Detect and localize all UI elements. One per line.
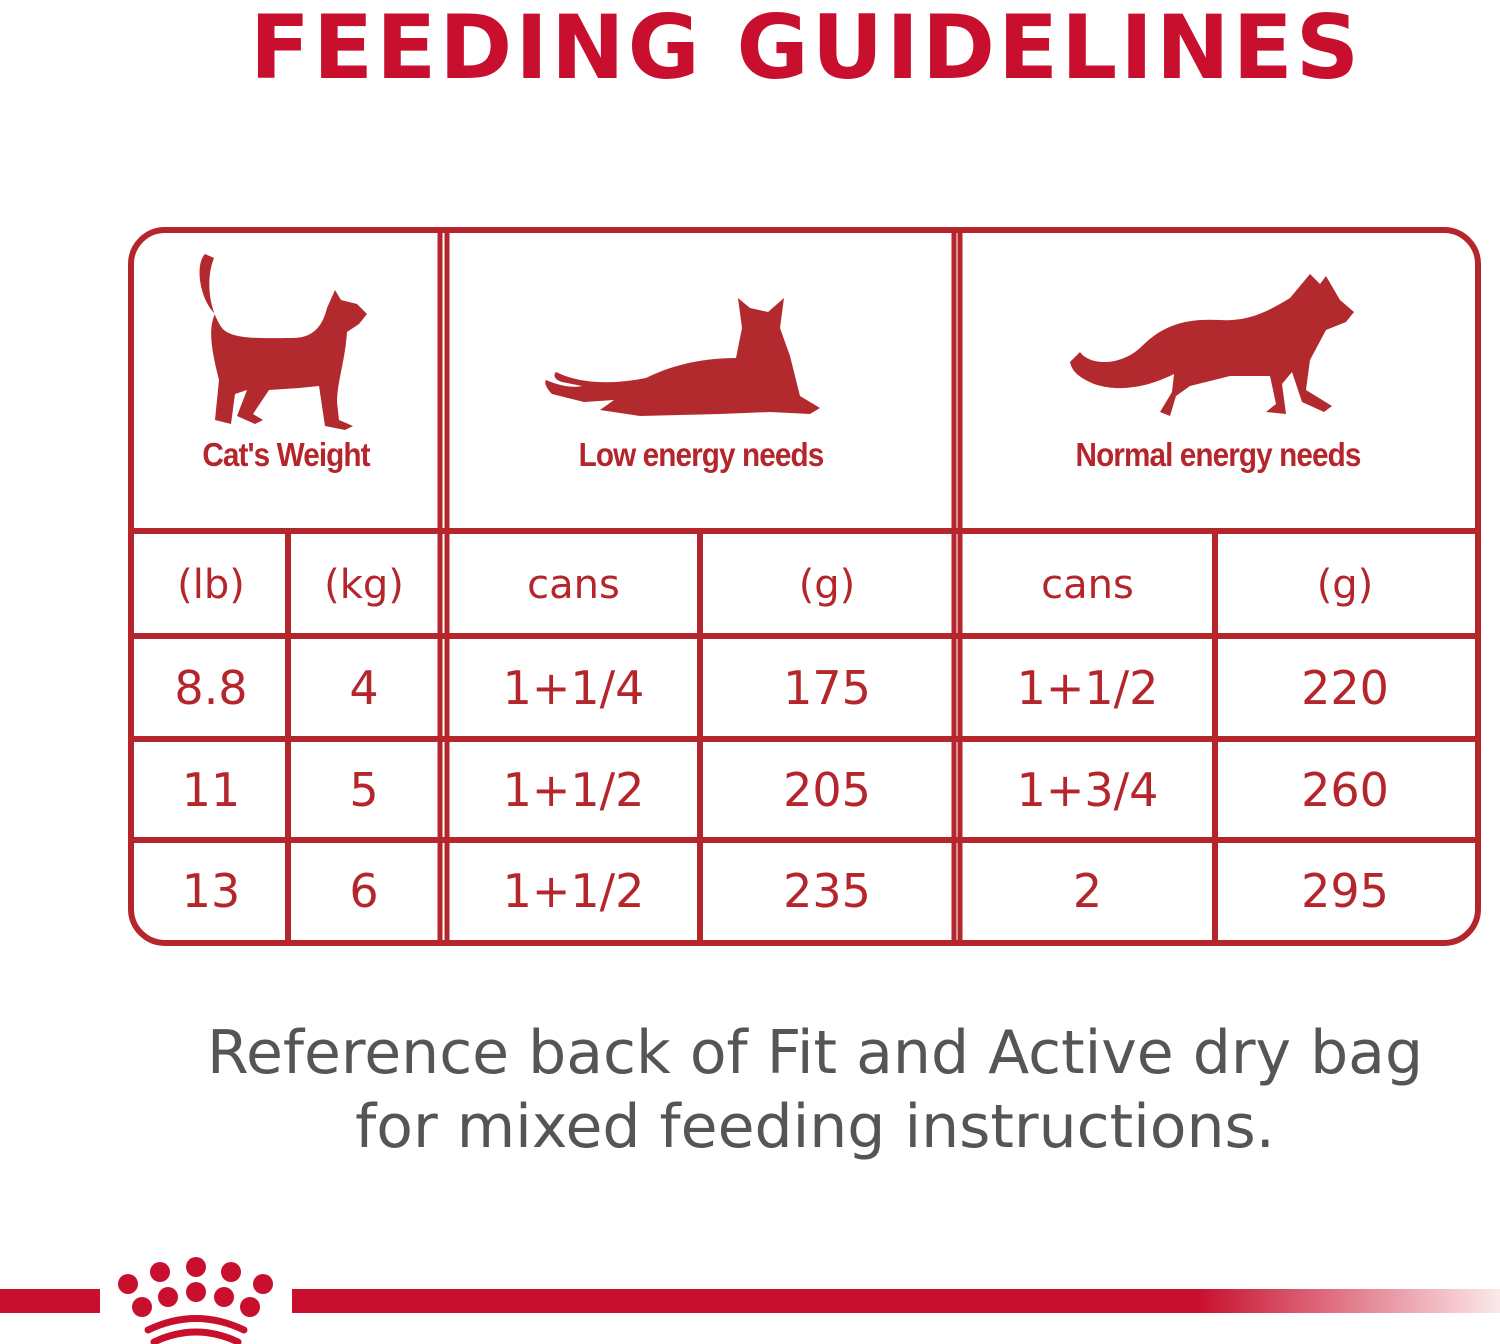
table-cell: 1+3/4: [1016, 762, 1159, 817]
column-header: (kg): [324, 562, 404, 608]
column-header: cans: [527, 562, 620, 608]
lying-cat-icon: [545, 298, 820, 416]
table-cell: 235: [783, 863, 871, 918]
table-cell: 295: [1301, 863, 1389, 918]
page-title: FEEDING GUIDELINES: [249, 0, 1363, 99]
note-line-1: Reference back of Fit and Active dry bag: [206, 1018, 1424, 1088]
walking-cat-icon: [1070, 274, 1354, 416]
table-cell: 1+1/4: [502, 660, 645, 715]
table-cell: 5: [349, 762, 379, 817]
column-header: (g): [1316, 562, 1374, 608]
table-cell: 6: [349, 863, 379, 918]
column-header: (g): [798, 562, 856, 608]
standing-cat-icon: [199, 254, 367, 430]
group-header-cats-weight: Cat's Weight: [202, 436, 370, 473]
table-cell: 8.8: [174, 660, 248, 715]
column-header: (lb): [177, 562, 245, 608]
table-cell: 1+1/2: [502, 863, 645, 918]
table-cell: 220: [1301, 660, 1389, 715]
table-cell: 1+1/2: [1016, 660, 1159, 715]
crown-logo-icon: [118, 1257, 273, 1344]
note-line-2: for mixed feeding instructions.: [355, 1092, 1275, 1162]
table-border: [128, 227, 1481, 946]
table-cell: 2: [1072, 863, 1103, 918]
mixed-feeding-note: Reference back of Fit and Active dry bag…: [0, 1016, 1500, 1164]
table-cell: 1+1/2: [502, 762, 645, 817]
table-cell: 260: [1301, 762, 1389, 817]
brand-bar-right: [292, 1289, 1500, 1313]
table-cell: 11: [181, 762, 241, 817]
table-cell: 4: [349, 660, 379, 715]
table-cell: 175: [783, 660, 871, 715]
group-header-low-energy: Low energy needs: [578, 436, 825, 473]
table-cell: 13: [181, 863, 241, 918]
column-header: cans: [1041, 562, 1134, 608]
table-cell: 205: [783, 762, 871, 817]
group-header-normal-energy: Normal energy needs: [1075, 436, 1362, 473]
brand-bar-left: [0, 1289, 100, 1313]
